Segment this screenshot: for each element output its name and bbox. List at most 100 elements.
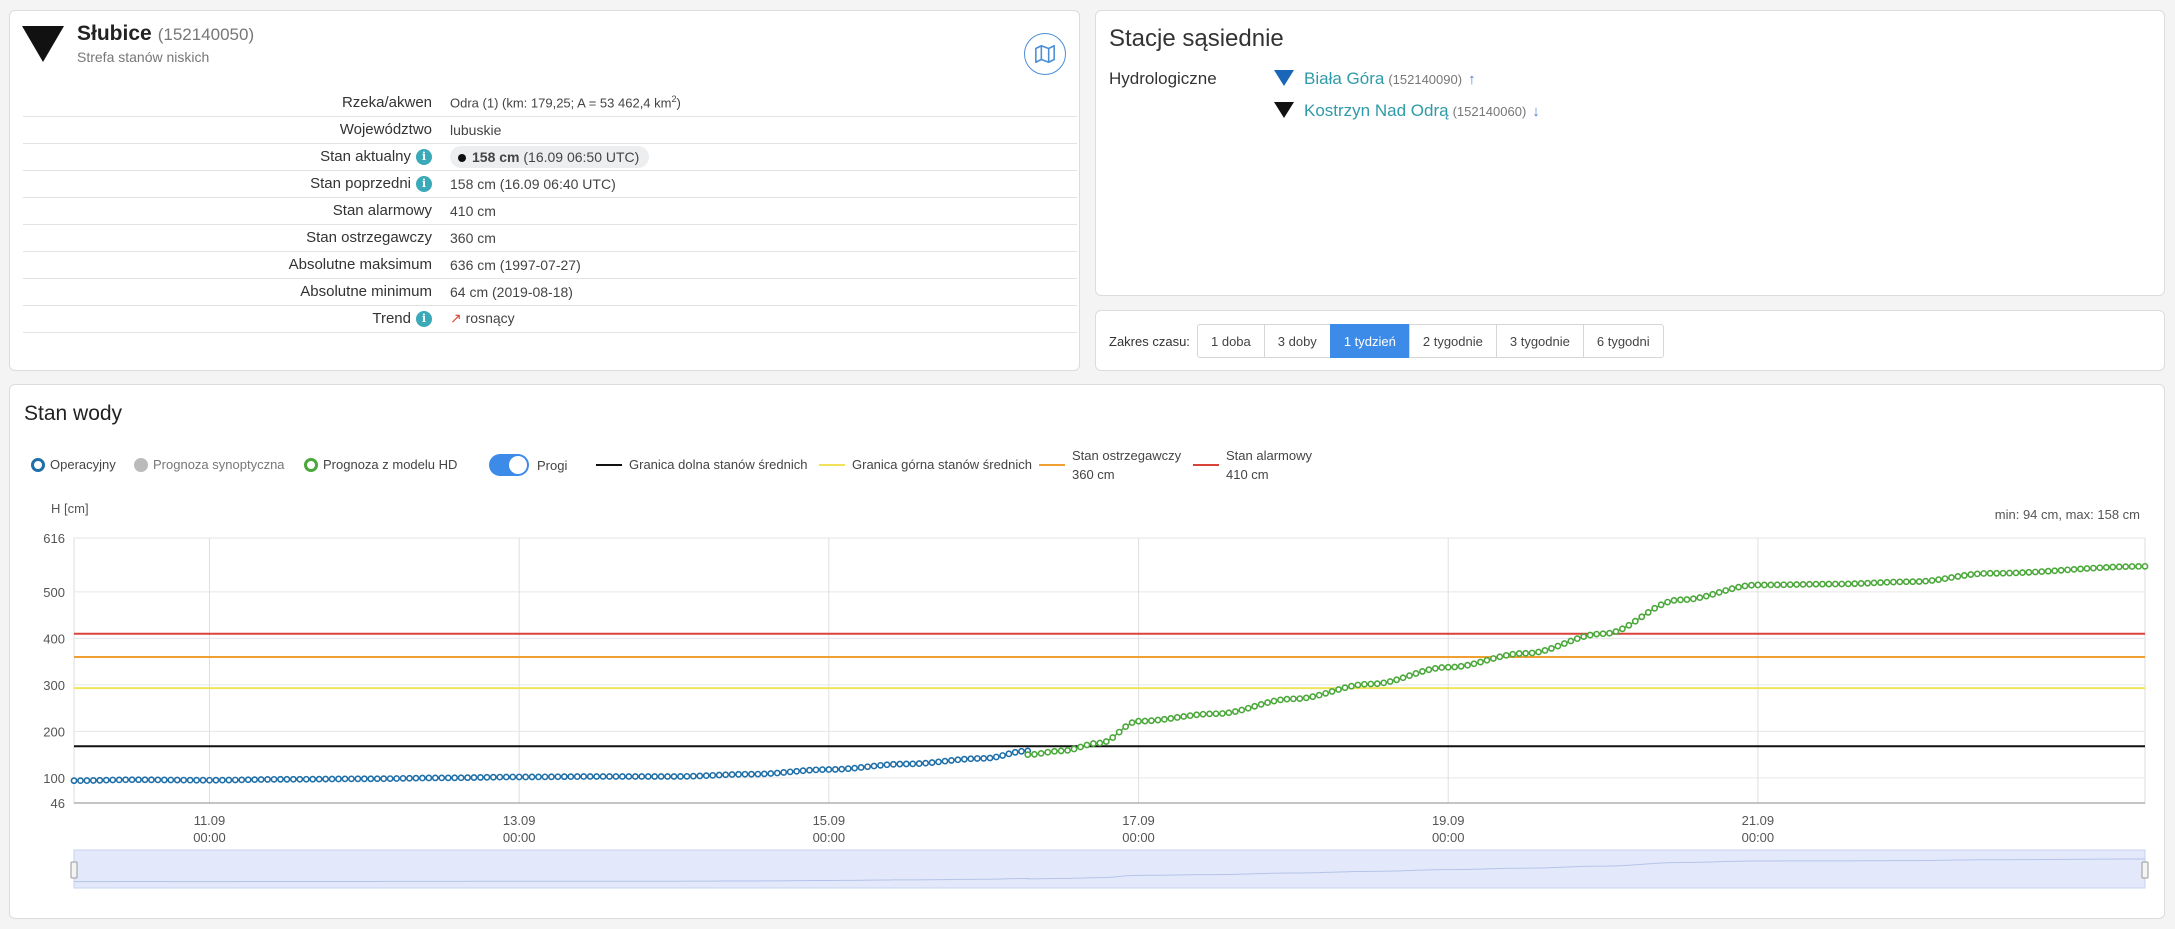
data-point bbox=[1735, 583, 1742, 591]
data-point bbox=[302, 775, 310, 783]
series-hd-model bbox=[1024, 562, 2149, 759]
data-point bbox=[1257, 700, 1265, 708]
data-point bbox=[148, 776, 155, 784]
data-point bbox=[406, 774, 413, 782]
data-point bbox=[1167, 715, 1175, 722]
info-row-river: Rzeka/akwen Odra (1) (km: 179,25; A = 53… bbox=[23, 89, 1077, 117]
data-point bbox=[1251, 702, 1259, 710]
data-point bbox=[1154, 716, 1162, 724]
data-point bbox=[1599, 630, 1607, 638]
data-point bbox=[489, 773, 497, 781]
data-point bbox=[122, 776, 130, 784]
data-point bbox=[1219, 710, 1226, 717]
data-point bbox=[1967, 571, 1975, 578]
data-point bbox=[477, 774, 484, 781]
data-point bbox=[1270, 697, 1278, 705]
data-point bbox=[225, 776, 233, 784]
data-point bbox=[664, 773, 671, 780]
range-button-1-week[interactable]: 1 tydzień bbox=[1329, 324, 1410, 358]
data-point bbox=[1464, 661, 1471, 669]
data-point bbox=[748, 770, 755, 778]
data-point bbox=[309, 775, 317, 783]
data-point bbox=[806, 766, 813, 774]
arrow-down-icon: ↓ bbox=[1532, 103, 1540, 120]
data-point bbox=[838, 765, 846, 773]
data-point bbox=[2135, 562, 2142, 570]
data-point bbox=[96, 776, 104, 784]
data-point bbox=[1857, 580, 1865, 587]
x-tick-label: 21.09 bbox=[1742, 813, 1775, 828]
info-icon[interactable]: i bbox=[416, 176, 432, 193]
data-point bbox=[1799, 580, 1807, 588]
range-button-3-days[interactable]: 3 doby bbox=[1263, 324, 1331, 358]
circle-icon bbox=[304, 457, 318, 472]
data-point bbox=[831, 766, 839, 773]
water-level-chart[interactable]: 616 500 400 300 200 100 46 11.09 00:00 13.09 00:00… bbox=[10, 385, 2166, 920]
data-point bbox=[1889, 578, 1897, 586]
data-point bbox=[1960, 572, 1968, 579]
map-button[interactable] bbox=[1024, 33, 1066, 75]
data-point bbox=[741, 770, 749, 778]
data-point bbox=[728, 771, 736, 778]
y-tick-label: 500 bbox=[43, 585, 65, 600]
data-point bbox=[722, 771, 730, 779]
neighbor-station-item: Kostrzyn Nad Odrą (152140060) ↓ bbox=[1274, 101, 1540, 121]
data-point bbox=[644, 773, 652, 780]
data-point bbox=[2077, 565, 2084, 573]
data-point bbox=[1651, 604, 1659, 612]
x-tick-label: 00:00 bbox=[813, 830, 846, 845]
data-point bbox=[470, 774, 478, 781]
data-point bbox=[1696, 594, 1704, 602]
data-point bbox=[889, 760, 897, 768]
data-point bbox=[870, 762, 878, 770]
data-point bbox=[199, 776, 207, 784]
legend-warning[interactable]: Stan ostrzegawczy 360 cm bbox=[1039, 446, 1181, 484]
info-icon[interactable]: i bbox=[416, 311, 432, 328]
info-row-trend: Trend i ↗ rosnący bbox=[23, 305, 1077, 333]
data-point bbox=[360, 775, 368, 783]
range-button-3-weeks[interactable]: 3 tygodnie bbox=[1495, 324, 1584, 358]
x-tick-label: 19.09 bbox=[1432, 813, 1465, 828]
data-point bbox=[264, 776, 271, 783]
data-point bbox=[612, 773, 620, 780]
thresholds-toggle[interactable]: Progi bbox=[489, 454, 567, 476]
info-icon[interactable]: i bbox=[416, 149, 432, 166]
data-point bbox=[2083, 565, 2091, 572]
neighbor-station-link[interactable]: Biała Góra bbox=[1304, 69, 1385, 88]
range-button-6-weeks[interactable]: 6 tygodni bbox=[1582, 324, 1664, 358]
series-line bbox=[1027, 565, 2146, 756]
x-tick-label: 00:00 bbox=[1432, 830, 1465, 845]
data-point bbox=[1928, 577, 1936, 584]
data-point bbox=[1102, 738, 1110, 745]
data-point bbox=[1741, 582, 1749, 590]
data-point bbox=[1212, 710, 1220, 718]
data-point bbox=[89, 777, 97, 784]
data-point bbox=[212, 776, 220, 784]
data-point bbox=[1851, 580, 1859, 588]
neighbor-station-link[interactable]: Kostrzyn Nad Odrą bbox=[1304, 101, 1449, 120]
data-point bbox=[599, 773, 607, 780]
data-point bbox=[496, 773, 504, 781]
legend-operational[interactable]: Operacyjny bbox=[31, 457, 116, 472]
toggle-switch[interactable] bbox=[489, 454, 529, 476]
data-point bbox=[1489, 655, 1497, 662]
range-button-2-weeks[interactable]: 2 tygodnie bbox=[1408, 324, 1497, 358]
data-point bbox=[1296, 695, 1304, 703]
legend-lower-mid[interactable]: Granica dolna stanów średnich bbox=[596, 457, 808, 472]
legend-upper-mid[interactable]: Granica górna stanów średnich bbox=[819, 457, 1032, 472]
legend-hd-model[interactable]: Prognoza z modelu HD bbox=[304, 457, 457, 472]
data-point bbox=[457, 774, 465, 782]
data-point bbox=[1096, 739, 1104, 747]
legend-alarm[interactable]: Stan alarmowy 410 cm bbox=[1193, 446, 1312, 484]
legend-synoptic[interactable]: Prognoza synoptyczna bbox=[134, 457, 285, 472]
data-point bbox=[2064, 566, 2071, 574]
data-point bbox=[1044, 748, 1052, 756]
data-point bbox=[618, 773, 626, 780]
data-point bbox=[1173, 714, 1181, 721]
map-icon bbox=[1035, 44, 1055, 64]
data-point bbox=[1128, 719, 1136, 727]
data-point bbox=[735, 770, 742, 778]
range-button-1-day[interactable]: 1 doba bbox=[1197, 324, 1265, 358]
data-point bbox=[715, 771, 723, 779]
station-triangle-icon bbox=[1274, 70, 1294, 86]
